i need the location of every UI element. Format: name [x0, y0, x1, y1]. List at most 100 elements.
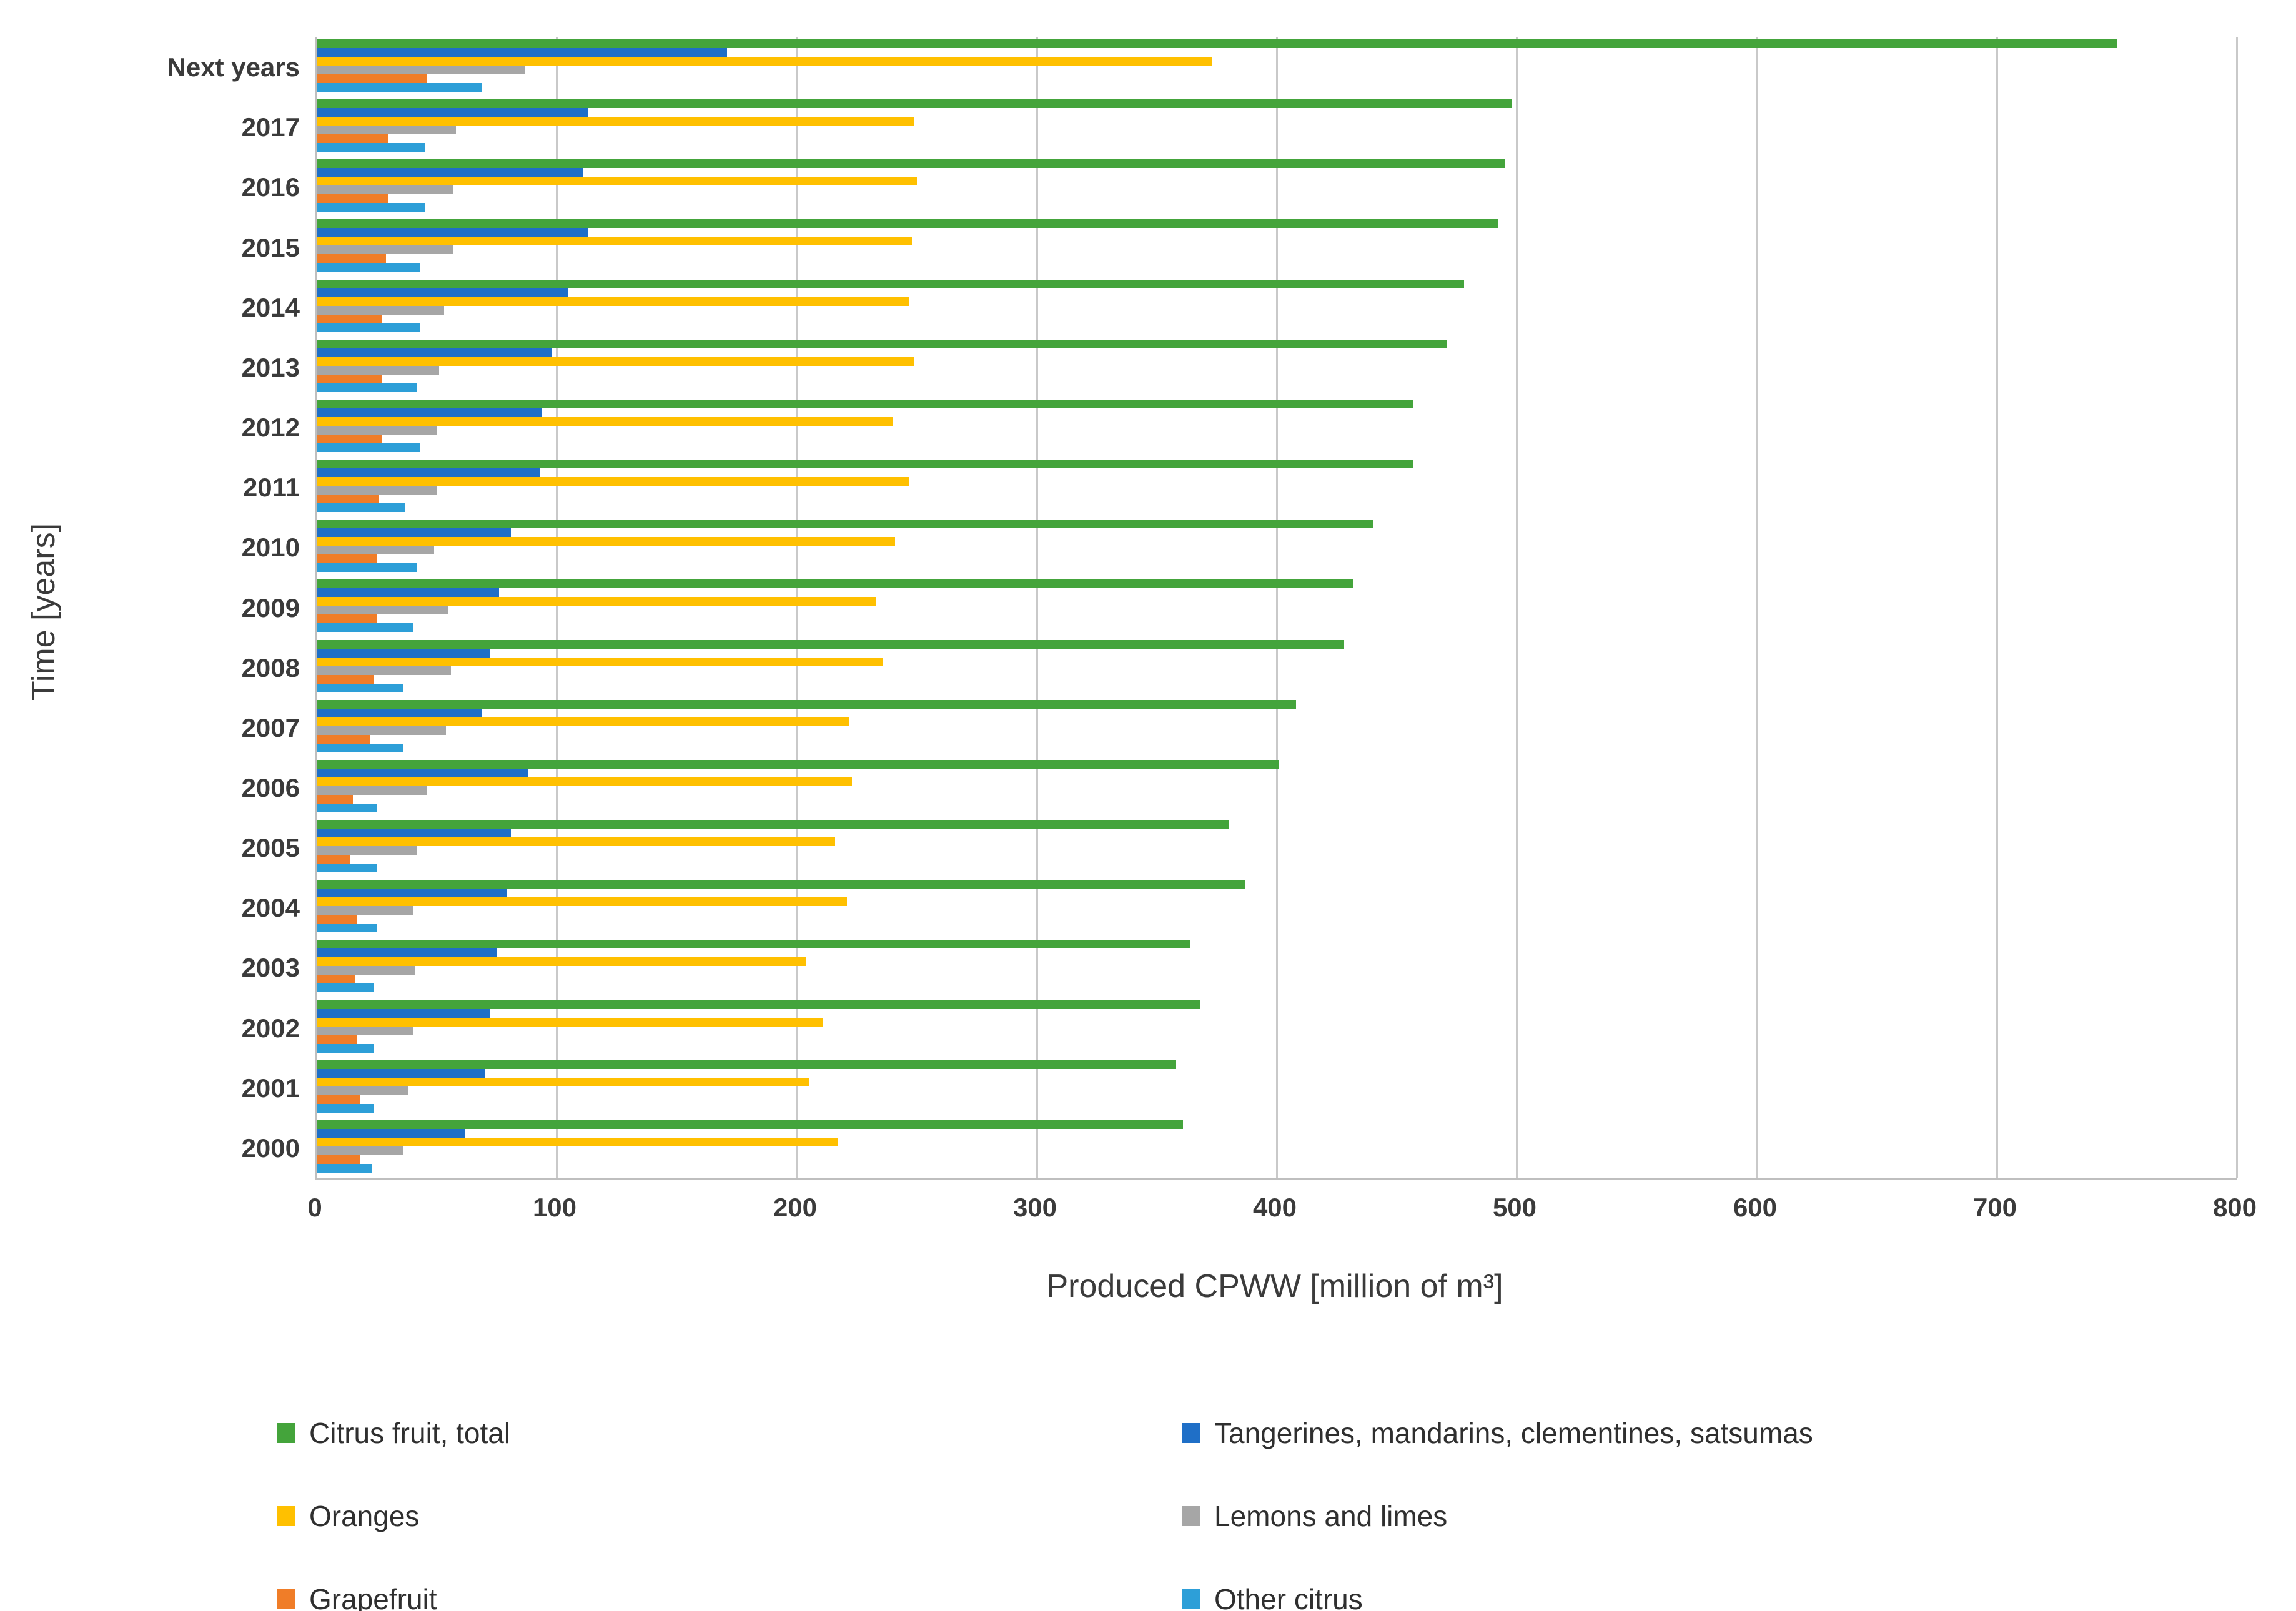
legend-swatch-icon: [1182, 1589, 1200, 1609]
bar-other-citrus-2009: [317, 623, 413, 632]
bar-oranges-2013: [317, 357, 914, 366]
bar-oranges-2007: [317, 717, 849, 726]
bar-oranges-2004: [317, 897, 847, 906]
bar-other-citrus-2003: [317, 983, 374, 992]
x-tick-100: 100: [532, 1193, 577, 1222]
x-tick-300: 300: [1012, 1193, 1057, 1222]
bar-citrus-fruit-2001: [317, 1060, 1176, 1069]
legend-swatch-icon: [277, 1506, 295, 1526]
bar-oranges-2011: [317, 477, 909, 486]
bar-other-citrus-2012: [317, 443, 420, 452]
bar-citrus-fruit-2014: [317, 280, 1464, 288]
bar-grapefruit-next-years: [317, 74, 427, 83]
bar-other-citrus-2011: [317, 503, 405, 512]
bar-oranges-2016: [317, 177, 917, 185]
x-tick-500: 500: [1492, 1193, 1537, 1222]
bar-lemons-and-limes-2011: [317, 486, 437, 495]
x-tick-800: 800: [2212, 1193, 2257, 1222]
x-tick-700: 700: [1972, 1193, 2017, 1222]
legend-label: Oranges: [309, 1500, 420, 1532]
bar-other-citrus-next-years: [317, 83, 482, 92]
legend-item-grapefruit: Grapefruit: [277, 1582, 437, 1611]
bar-citrus-fruit-2008: [317, 640, 1344, 649]
legend-item-oranges: Oranges: [277, 1499, 419, 1533]
gridline-500: [1516, 37, 1518, 1178]
bar-other-citrus-2000: [317, 1164, 372, 1173]
bar-other-citrus-2002: [317, 1044, 374, 1053]
legend-label: Lemons and limes: [1214, 1500, 1448, 1532]
bar-lemons-and-limes-2017: [317, 126, 456, 134]
bar-other-citrus-2005: [317, 864, 377, 872]
bar-oranges-2006: [317, 777, 852, 786]
bar-citrus-fruit-2015: [317, 219, 1498, 228]
x-tick-600: 600: [1733, 1193, 1778, 1222]
bar-lemons-and-limes-2006: [317, 786, 427, 795]
bar-citrus-fruit-2007: [317, 700, 1296, 709]
bar-other-citrus-2010: [317, 563, 417, 572]
y-tick-2005: 2005: [241, 833, 300, 862]
gridline-300: [1036, 37, 1038, 1178]
gridline-600: [1756, 37, 1758, 1178]
legend-swatch-icon: [1182, 1506, 1200, 1526]
bar-grapefruit-2002: [317, 1035, 357, 1044]
gridline-100: [556, 37, 558, 1178]
bar-citrus-fruit-2010: [317, 520, 1373, 528]
bar-citrus-fruit-2006: [317, 760, 1279, 769]
y-tick-2013: 2013: [241, 353, 300, 382]
bar-oranges-2001: [317, 1078, 809, 1086]
bar-lemons-and-limes-next-years: [317, 66, 525, 74]
bar-grapefruit-2014: [317, 315, 382, 323]
legend-item-other-citrus: Other citrus: [1182, 1582, 1363, 1611]
bar-oranges-2009: [317, 597, 876, 606]
bar-tangerines-2013: [317, 348, 552, 357]
bar-citrus-fruit-2011: [317, 460, 1413, 468]
bar-oranges-2015: [317, 237, 912, 245]
bar-oranges-2012: [317, 417, 893, 426]
bar-grapefruit-2009: [317, 614, 377, 623]
bar-oranges-2000: [317, 1138, 838, 1146]
y-tick-2012: 2012: [241, 413, 300, 442]
bar-lemons-and-limes-2003: [317, 966, 415, 975]
bar-grapefruit-2016: [317, 194, 388, 203]
legend-item-citrus-fruit: Citrus fruit, total: [277, 1416, 510, 1450]
bar-grapefruit-2005: [317, 855, 350, 864]
bar-oranges-2010: [317, 537, 895, 546]
y-tick-next-years: Next years: [167, 52, 300, 82]
bar-tangerines-2007: [317, 709, 482, 717]
bar-other-citrus-2001: [317, 1104, 374, 1113]
bar-tangerines-2015: [317, 228, 588, 237]
plot-area: [315, 37, 2238, 1180]
bar-other-citrus-2015: [317, 263, 420, 272]
gridline-200: [796, 37, 798, 1178]
bar-citrus-fruit-2003: [317, 940, 1190, 948]
bar-grapefruit-2017: [317, 134, 388, 143]
bar-citrus-fruit-2016: [317, 159, 1505, 168]
bar-lemons-and-limes-2010: [317, 546, 434, 554]
y-tick-2004: 2004: [241, 893, 300, 922]
bar-oranges-2014: [317, 297, 909, 306]
y-tick-2007: 2007: [241, 713, 300, 742]
bar-tangerines-2004: [317, 889, 507, 897]
x-tick-200: 200: [773, 1193, 818, 1222]
bar-lemons-and-limes-2001: [317, 1086, 408, 1095]
bar-lemons-and-limes-2005: [317, 846, 417, 855]
legend-label: Citrus fruit, total: [309, 1417, 511, 1449]
bar-other-citrus-2008: [317, 684, 403, 692]
bar-tangerines-2006: [317, 769, 528, 777]
bar-grapefruit-2015: [317, 254, 386, 263]
bar-grapefruit-2012: [317, 435, 382, 443]
bar-oranges-2017: [317, 117, 914, 126]
gridline-400: [1276, 37, 1278, 1178]
bar-lemons-and-limes-2008: [317, 666, 451, 675]
legend-item-lemons-and-limes: Lemons and limes: [1182, 1499, 1447, 1533]
legend-label: Other citrus: [1214, 1583, 1363, 1611]
bar-tangerines-2005: [317, 829, 511, 837]
bar-lemons-and-limes-2002: [317, 1027, 413, 1035]
x-axis-title: Produced CPWW [million of m³]: [1046, 1268, 1503, 1304]
bar-oranges-next-years: [317, 57, 1212, 66]
bar-tangerines-2009: [317, 588, 499, 597]
legend-swatch-icon: [277, 1423, 295, 1443]
bar-grapefruit-2010: [317, 554, 377, 563]
bar-other-citrus-2006: [317, 804, 377, 812]
